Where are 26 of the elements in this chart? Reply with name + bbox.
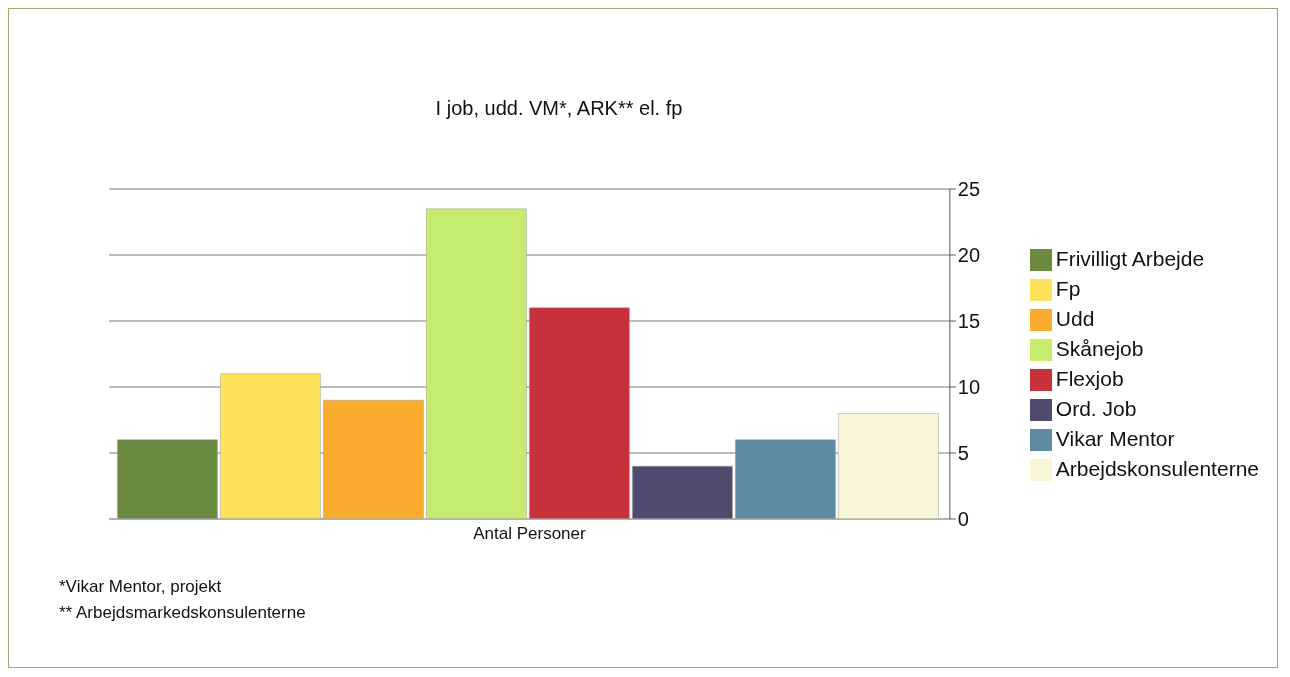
y-tick-label: 0 bbox=[957, 508, 969, 531]
x-tick-label: Antal Personer bbox=[473, 524, 586, 544]
y-tick-label: 10 bbox=[957, 376, 981, 399]
legend-label: Fp bbox=[1055, 277, 1081, 300]
text: *Vikar Mentor, projekt bbox=[59, 576, 223, 598]
bar bbox=[220, 373, 321, 519]
chart-title: I job, udd. VM*, ARK** el. fp bbox=[434, 97, 684, 120]
legend-label: Flexjob bbox=[1055, 367, 1124, 390]
text: ** Arbejdsmarkedskonsulenterne bbox=[59, 602, 306, 624]
legend-label: Arbejdskonsulenterne bbox=[1055, 457, 1259, 480]
legend-label: Udd bbox=[1055, 307, 1095, 330]
y-tick-label: 5 bbox=[957, 442, 969, 465]
bar bbox=[323, 399, 424, 519]
bar bbox=[632, 465, 733, 519]
bar bbox=[426, 208, 527, 519]
legend-label: Vikar Mentor bbox=[1055, 427, 1175, 450]
bar bbox=[529, 307, 630, 519]
legend-label: Skånejob bbox=[1055, 337, 1144, 360]
y-tick-label: 25 bbox=[957, 178, 981, 201]
bar bbox=[735, 439, 836, 519]
y-tick-label: 15 bbox=[957, 310, 981, 333]
y-tick-label: 20 bbox=[957, 244, 981, 267]
bar bbox=[838, 413, 939, 519]
legend-label: Frivilligt Arbejde bbox=[1055, 247, 1205, 270]
legend-label: Ord. Job bbox=[1055, 397, 1137, 420]
bar bbox=[117, 439, 218, 519]
